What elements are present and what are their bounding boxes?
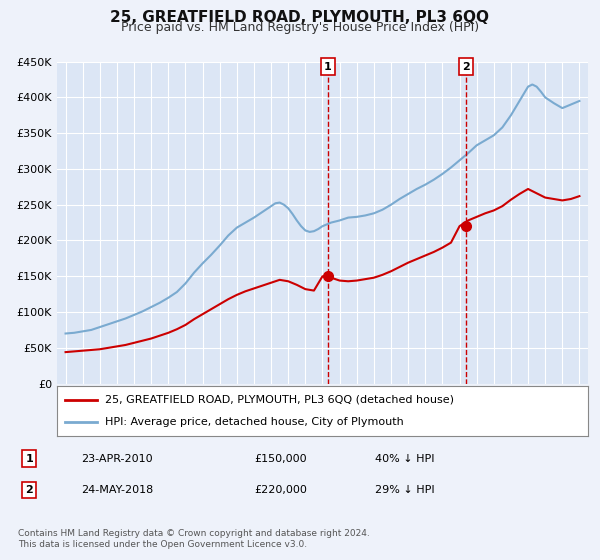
Text: 25, GREATFIELD ROAD, PLYMOUTH, PL3 6QQ (detached house): 25, GREATFIELD ROAD, PLYMOUTH, PL3 6QQ (… [105, 395, 454, 405]
Text: £150,000: £150,000 [254, 454, 307, 464]
Text: 1: 1 [324, 62, 332, 72]
Text: 1: 1 [25, 454, 33, 464]
Text: 40% ↓ HPI: 40% ↓ HPI [375, 454, 434, 464]
Text: 2: 2 [463, 62, 470, 72]
Text: £220,000: £220,000 [254, 485, 307, 495]
Text: Contains HM Land Registry data © Crown copyright and database right 2024.
This d: Contains HM Land Registry data © Crown c… [18, 529, 370, 549]
Text: Price paid vs. HM Land Registry's House Price Index (HPI): Price paid vs. HM Land Registry's House … [121, 21, 479, 34]
Text: 2: 2 [25, 485, 33, 495]
Text: 25, GREATFIELD ROAD, PLYMOUTH, PL3 6QQ: 25, GREATFIELD ROAD, PLYMOUTH, PL3 6QQ [110, 10, 490, 25]
Text: 23-APR-2010: 23-APR-2010 [81, 454, 153, 464]
Text: 29% ↓ HPI: 29% ↓ HPI [375, 485, 434, 495]
Text: 24-MAY-2018: 24-MAY-2018 [81, 485, 154, 495]
Text: HPI: Average price, detached house, City of Plymouth: HPI: Average price, detached house, City… [105, 417, 404, 427]
